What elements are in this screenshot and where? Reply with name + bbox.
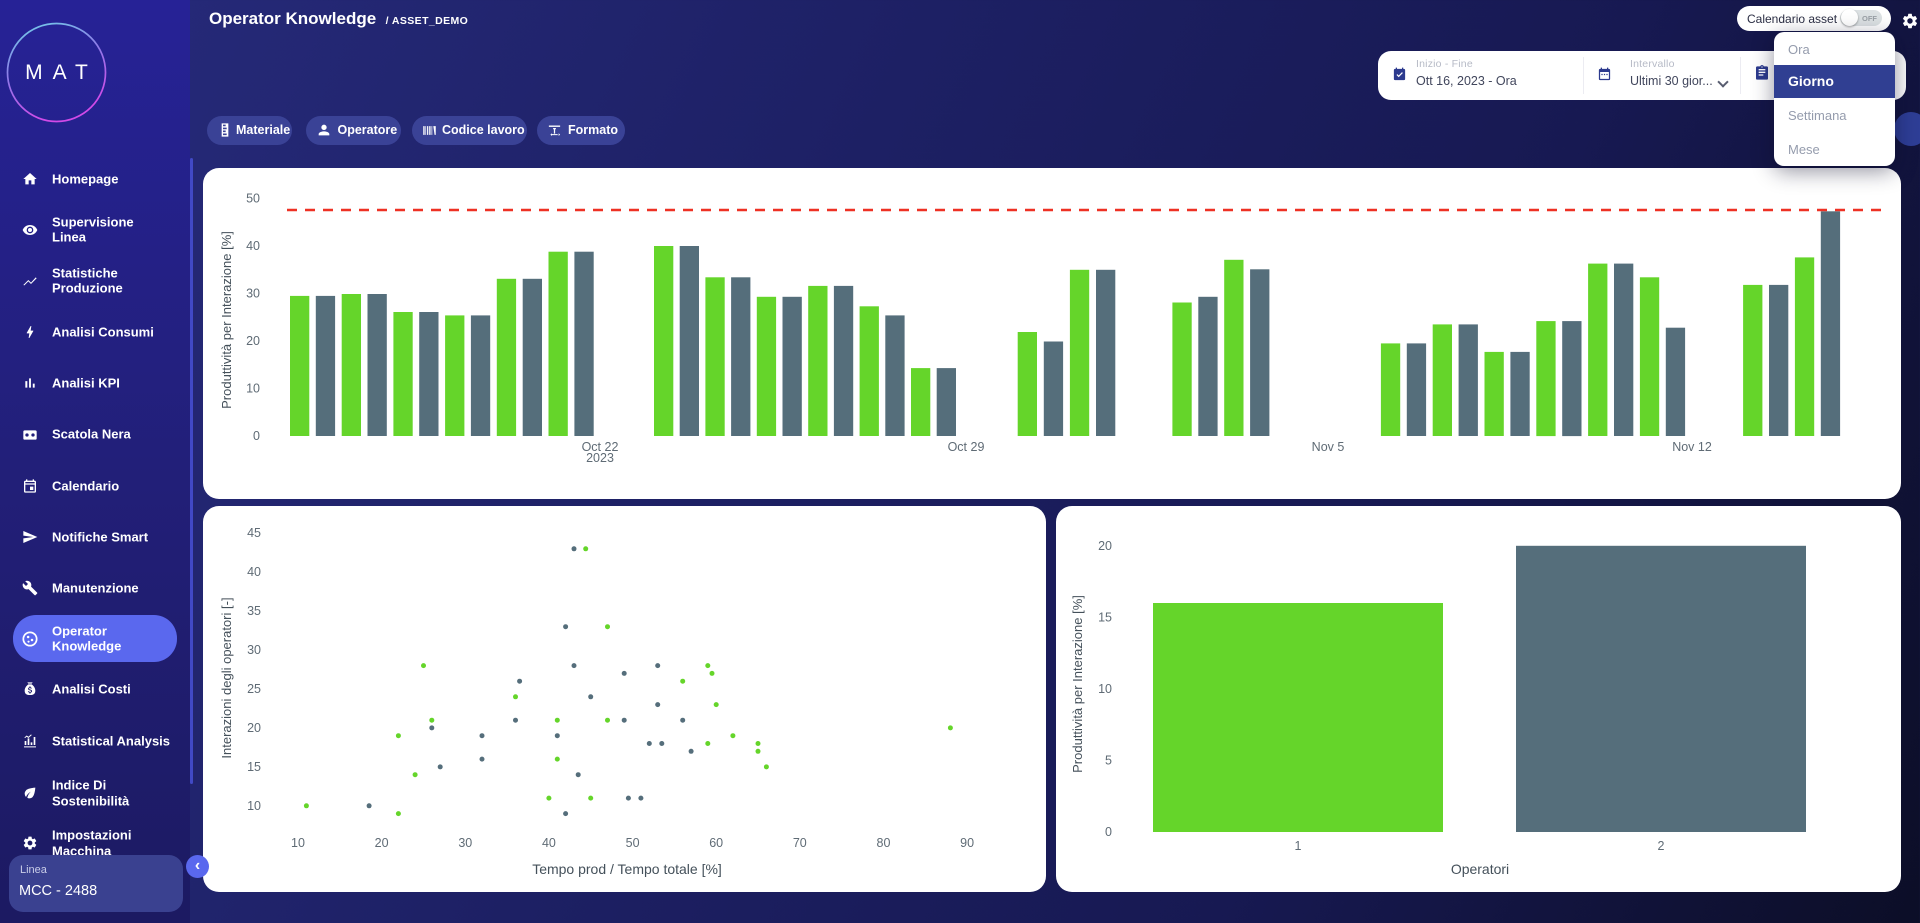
svg-text:30: 30 bbox=[246, 287, 260, 301]
svg-text:35: 35 bbox=[247, 604, 261, 618]
svg-text:Produttività per Interazione [: Produttività per Interazione [%] bbox=[219, 231, 234, 409]
svg-text:Oct 22: Oct 22 bbox=[582, 440, 619, 454]
svg-text:10: 10 bbox=[1098, 682, 1112, 696]
svg-text:25: 25 bbox=[247, 682, 261, 696]
svg-text:70: 70 bbox=[793, 836, 807, 850]
svg-text:50: 50 bbox=[626, 836, 640, 850]
svg-text:50: 50 bbox=[246, 192, 260, 206]
svg-text:1: 1 bbox=[1295, 839, 1302, 853]
svg-text:Nov 5: Nov 5 bbox=[1312, 440, 1345, 454]
svg-text:2: 2 bbox=[1658, 839, 1665, 853]
svg-text:45: 45 bbox=[247, 526, 261, 540]
svg-text:Nov 12: Nov 12 bbox=[1672, 440, 1712, 454]
svg-text:20: 20 bbox=[375, 836, 389, 850]
svg-text:Operatori: Operatori bbox=[1451, 861, 1509, 877]
svg-text:0: 0 bbox=[253, 429, 260, 443]
svg-text:40: 40 bbox=[542, 836, 556, 850]
svg-text:10: 10 bbox=[247, 799, 261, 813]
svg-text:40: 40 bbox=[246, 239, 260, 253]
svg-text:5: 5 bbox=[1105, 753, 1112, 767]
svg-text:10: 10 bbox=[246, 382, 260, 396]
svg-text:10: 10 bbox=[291, 836, 305, 850]
svg-text:15: 15 bbox=[1098, 610, 1112, 624]
svg-text:20: 20 bbox=[1098, 539, 1112, 553]
svg-text:Oct 29: Oct 29 bbox=[948, 440, 985, 454]
svg-text:Interazioni degli operatori [-: Interazioni degli operatori [-] bbox=[219, 597, 234, 758]
svg-text:30: 30 bbox=[247, 643, 261, 657]
svg-text:0: 0 bbox=[1105, 825, 1112, 839]
svg-text:Produttività per Interazione [: Produttività per Interazione [%] bbox=[1070, 595, 1085, 773]
svg-text:40: 40 bbox=[247, 565, 261, 579]
svg-text:60: 60 bbox=[709, 836, 723, 850]
svg-text:15: 15 bbox=[247, 760, 261, 774]
svg-text:20: 20 bbox=[246, 334, 260, 348]
svg-text:30: 30 bbox=[458, 836, 472, 850]
svg-text:90: 90 bbox=[960, 836, 974, 850]
svg-text:20: 20 bbox=[247, 721, 261, 735]
svg-text:Tempo prod / Tempo totale [%]: Tempo prod / Tempo totale [%] bbox=[532, 861, 722, 877]
svg-text:2023: 2023 bbox=[586, 451, 614, 465]
svg-text:80: 80 bbox=[877, 836, 891, 850]
